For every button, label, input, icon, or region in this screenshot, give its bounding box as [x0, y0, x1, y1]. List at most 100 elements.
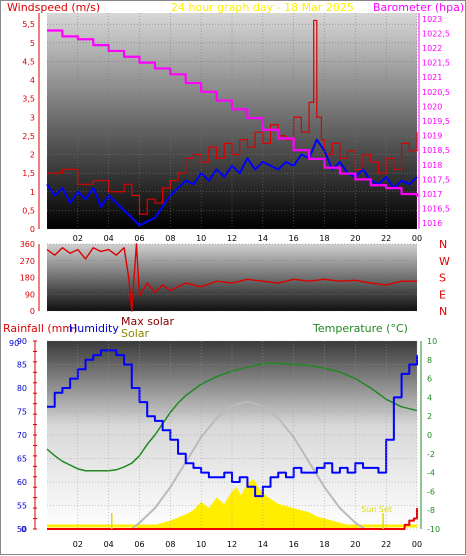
temperature-y-tick: -8	[427, 506, 435, 515]
humidity-y-tick: 70	[17, 431, 27, 440]
wind-y-tick: 4	[30, 76, 35, 85]
wind-y-tick: 1,5	[22, 169, 35, 178]
barometer-y-tick: 1023	[422, 15, 442, 24]
wind-y-tick: 5	[30, 39, 35, 48]
wind-x-tick: 06	[134, 234, 144, 243]
barometer-y-tick: 1017	[422, 190, 442, 199]
temperature-y-tick: 6	[427, 375, 432, 384]
barometer-y-tick: 1017,5	[422, 175, 450, 184]
wind-x-tick: 14	[258, 234, 268, 243]
barometer-y-tick: 1018	[422, 161, 442, 170]
barometer-y-tick: 1016	[422, 219, 442, 228]
wind-y-tick: 2,5	[22, 132, 35, 141]
temperature-line	[46, 362, 418, 472]
wind-x-tick: 18	[319, 234, 329, 243]
humidity-y-tick: 60	[17, 478, 27, 487]
windspeed-label: Windspeed (m/s)	[7, 1, 100, 14]
temperature-y-tick: -2	[427, 450, 435, 459]
wind-y-tick: 3	[30, 113, 35, 122]
barometer-y-tick: 1019,5	[422, 117, 450, 126]
temperature-label: Temperature (°C)	[312, 322, 408, 335]
wind-y-tick: 2	[30, 151, 35, 160]
temperature-y-tick: -10	[427, 525, 440, 534]
humidity-y-tick: 55	[17, 502, 27, 511]
wind-y-tick: 4,5	[22, 57, 35, 66]
barometer-y-tick: 1019	[422, 132, 442, 141]
barometer-label: Barometer (hpa)	[373, 1, 464, 14]
temperature-y-tick: 4	[427, 393, 432, 402]
climate-x-tick: 00	[412, 540, 422, 549]
compass-label: N	[439, 305, 447, 318]
humidity-y-tick: 50	[17, 525, 27, 534]
direction-y-tick: 180	[20, 274, 35, 283]
humidity-y-tick: 65	[17, 455, 27, 464]
climate-x-tick: 06	[134, 540, 144, 549]
wind-y-tick: 0,5	[22, 206, 35, 215]
chart-title: 24 hour graph day - 18 Mar 2025	[171, 1, 354, 14]
climate-x-tick: 22	[381, 540, 391, 549]
climate-x-tick: 08	[165, 540, 175, 549]
wind-x-tick: 04	[104, 234, 114, 243]
wind-y-tick: 1	[30, 188, 35, 197]
climate-x-tick: 12	[227, 540, 237, 549]
humidity-label: Humidity	[69, 322, 119, 335]
sunset-label: Sun Set	[361, 505, 392, 514]
direction-y-tick: 360	[20, 240, 35, 249]
climate-x-tick: 16	[289, 540, 299, 549]
wind-x-tick: 02	[73, 234, 83, 243]
climate-x-tick: 14	[258, 540, 268, 549]
humidity-y-tick: 75	[17, 408, 27, 417]
temperature-y-tick: 0	[427, 431, 432, 440]
solar-area	[131, 478, 365, 529]
barometer-y-tick: 1020,5	[422, 88, 450, 97]
wind-x-tick: 12	[227, 234, 237, 243]
max-solar-label: Max solar	[121, 315, 174, 328]
barometer-y-tick: 1016,5	[422, 205, 450, 214]
climate-x-tick: 10	[196, 540, 206, 549]
barometer-y-tick: 1020	[422, 102, 442, 111]
rainfall-y-tick: 90	[9, 339, 19, 348]
compass-label: W	[439, 255, 450, 268]
wind-x-tick: 08	[165, 234, 175, 243]
direction-y-tick: 90	[25, 290, 35, 299]
direction-y-tick: 0	[30, 307, 35, 316]
barometer-y-tick: 1018,5	[422, 146, 450, 155]
solar-label: Solar	[121, 327, 150, 340]
compass-label: E	[439, 288, 446, 301]
rainfall-y-tick: 0	[21, 525, 26, 534]
wind-x-tick: 10	[196, 234, 206, 243]
temperature-y-tick: 2	[427, 412, 432, 421]
humidity-y-tick: 80	[17, 384, 27, 393]
wind-x-tick: 16	[289, 234, 299, 243]
max-solar-line	[131, 400, 366, 530]
temperature-y-tick: -6	[427, 487, 435, 496]
wind-x-tick: 22	[381, 234, 391, 243]
direction-y-tick: 270	[20, 257, 35, 266]
climate-x-tick: 02	[73, 540, 83, 549]
wind-y-tick: 0	[30, 225, 35, 234]
rainfall-line	[47, 508, 418, 530]
compass-label: N	[439, 238, 447, 251]
compass-label: S	[439, 272, 446, 285]
direction-plot-area	[47, 244, 417, 311]
barometer-y-tick: 1021	[422, 73, 442, 82]
temperature-y-tick: 8	[427, 356, 432, 365]
wind-direction-line	[46, 243, 417, 312]
wind-x-tick: 00	[412, 234, 422, 243]
barometer-y-tick: 1022	[422, 44, 442, 53]
wind-y-tick: 5,5	[22, 20, 35, 29]
rainfall-label: Rainfall (mm)	[3, 322, 77, 335]
barometer-y-tick: 1022,5	[422, 29, 450, 38]
climate-x-tick: 18	[319, 540, 329, 549]
temperature-y-tick: 10	[427, 337, 437, 346]
wind-y-tick: 3,5	[22, 95, 35, 104]
climate-x-tick: 20	[350, 540, 360, 549]
wind-x-tick: 20	[350, 234, 360, 243]
humidity-y-tick: 85	[17, 361, 27, 370]
barometer-y-tick: 1021,5	[422, 59, 450, 68]
climate-x-tick: 04	[104, 540, 114, 549]
humidity-y-tick: 90	[17, 337, 27, 346]
temperature-y-tick: -4	[427, 469, 435, 478]
